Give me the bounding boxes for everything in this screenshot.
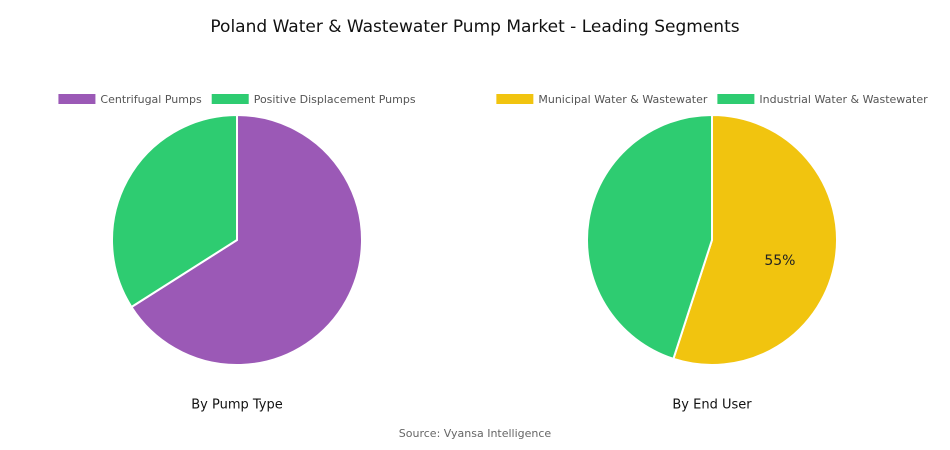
pie-slice	[672, 113, 838, 366]
source: Source: Vyansa Intelligence	[399, 427, 552, 440]
legend-swatch	[58, 94, 96, 104]
pie-slice	[111, 113, 238, 309]
legend-label: Industrial Water & Wastewater	[759, 93, 928, 106]
pie-slice	[586, 113, 713, 361]
value-label: 55%	[764, 253, 795, 269]
legend-swatch	[496, 94, 534, 104]
pie-slice	[130, 113, 363, 366]
chart-title: By Pump Type	[191, 398, 283, 413]
legend-swatch	[717, 94, 755, 104]
page-title: Poland Water & Wastewater Pump Market - …	[210, 17, 739, 37]
legend-label: Centrifugal Pumps	[100, 93, 202, 106]
chart-title: By End User	[672, 398, 752, 413]
legend-label: Positive Displacement Pumps	[254, 93, 416, 106]
legend-swatch	[211, 94, 249, 104]
legend-label: Municipal Water & Wastewater	[538, 93, 708, 106]
